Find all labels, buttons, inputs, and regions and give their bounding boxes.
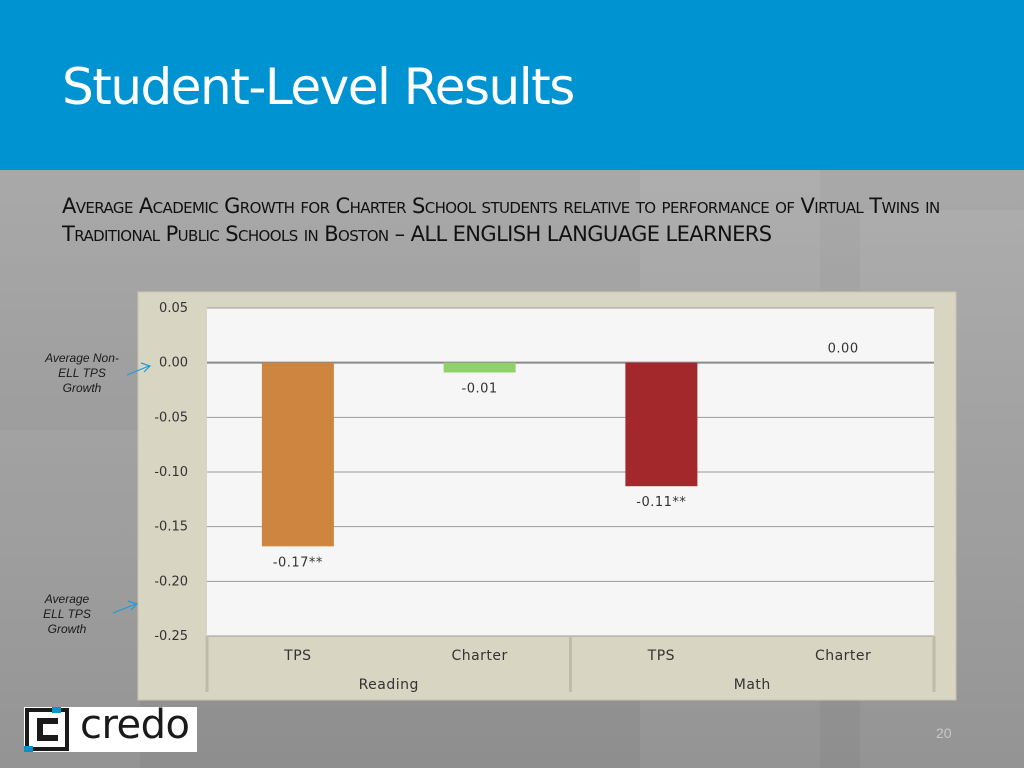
slide-title: Student-Level Results bbox=[62, 58, 575, 116]
y-tick-label: 0.00 bbox=[159, 356, 188, 371]
arrow-ell bbox=[112, 603, 137, 614]
annotation-non-ell-growth: Average Non-ELL TPS Growth bbox=[45, 351, 119, 395]
page-number: 20 bbox=[936, 725, 952, 741]
x-tick-label: Charter bbox=[815, 648, 871, 664]
chart-subtitle: Average Academic Growth for Charter Scho… bbox=[62, 194, 940, 246]
y-tick-label: 0.05 bbox=[159, 301, 188, 316]
bar-1 bbox=[261, 362, 334, 547]
data-label: -0.17** bbox=[273, 555, 323, 570]
x-group-label: Math bbox=[734, 677, 771, 693]
bar-2 bbox=[443, 362, 516, 373]
data-label: -0.01 bbox=[462, 382, 498, 397]
y-tick-label: -0.10 bbox=[154, 465, 188, 480]
arrow-ell-head bbox=[127, 600, 139, 611]
x-tick-label: Charter bbox=[451, 648, 507, 664]
y-tick-label: -0.20 bbox=[154, 574, 188, 589]
y-tick-label: -0.15 bbox=[154, 520, 188, 535]
arrow-non-ell bbox=[126, 365, 150, 376]
title-bar: Student-Level Results bbox=[0, 0, 1024, 170]
data-label: -0.11** bbox=[636, 495, 686, 510]
y-tick-label: -0.25 bbox=[154, 629, 188, 644]
y-tick-label: -0.05 bbox=[154, 410, 188, 425]
credo-logo: credo bbox=[24, 702, 197, 752]
arrow-non-ell-head bbox=[140, 362, 152, 373]
data-label: 0.00 bbox=[828, 342, 859, 357]
bar-3 bbox=[625, 362, 698, 487]
x-group-label: Reading bbox=[359, 677, 419, 693]
x-tick-label: TPS bbox=[283, 648, 311, 664]
logo-text: credo bbox=[80, 702, 190, 748]
x-tick-label: TPS bbox=[647, 648, 675, 664]
annotation-ell-growth: Average ELL TPS Growth bbox=[43, 592, 91, 636]
credo-logo-icon bbox=[24, 707, 69, 752]
